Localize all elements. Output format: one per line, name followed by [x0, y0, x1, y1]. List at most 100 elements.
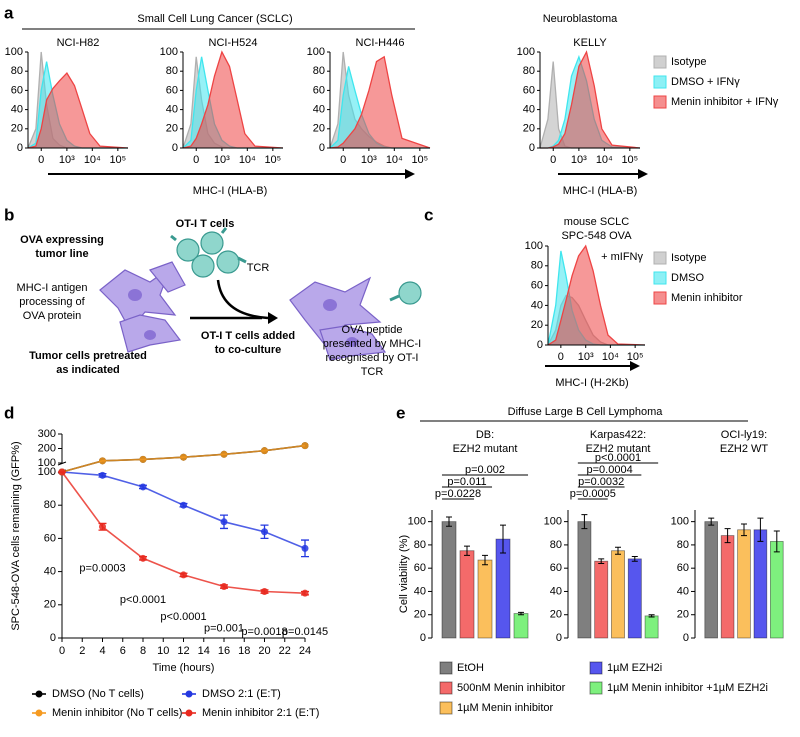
y-tick-label: 40	[550, 585, 562, 597]
point	[220, 518, 228, 526]
bar	[737, 529, 751, 639]
error-bar	[598, 558, 605, 565]
point	[261, 528, 268, 536]
chart-title: OCI-ly19:	[721, 429, 767, 441]
x-tick-label: 10⁴	[596, 154, 613, 166]
histogram-line	[27, 72, 129, 149]
legend-label: Menin inhibitor 2:1 (E:T)	[202, 707, 319, 719]
p-value: p<0.0001	[160, 611, 206, 623]
histogram-fill	[330, 56, 430, 148]
arrow-head	[405, 169, 415, 179]
bar	[513, 613, 529, 639]
y-tick-label: 0	[556, 632, 562, 644]
histogram-fill	[548, 246, 645, 345]
point	[301, 589, 309, 597]
legend-swatch	[653, 75, 667, 89]
bar	[459, 550, 475, 639]
histogram-fill	[540, 52, 640, 148]
y-tick-label: 0	[537, 339, 543, 351]
diagram: OVA expressing tumor line MHC-I antigen …	[17, 218, 422, 378]
histogram-line	[540, 50, 641, 149]
x-tick-label: 10⁴	[84, 154, 101, 166]
p-value: p=0.011	[447, 476, 486, 488]
legend-label: Menin inhibitor (No T cells)	[52, 707, 182, 719]
nuclei	[128, 289, 358, 347]
y-tick-label: 100	[408, 516, 426, 528]
legend-label: 500nM Menin inhibitor	[457, 682, 566, 694]
y-tick-label: 40	[11, 104, 23, 116]
series-line	[61, 471, 306, 550]
y-tick-label: 60	[166, 84, 178, 96]
bar	[644, 615, 659, 639]
arrow	[216, 279, 269, 320]
legend-swatch	[653, 95, 667, 109]
error-bar	[773, 530, 780, 553]
legend-swatch	[653, 291, 667, 305]
arrow-head	[630, 361, 640, 371]
x-tick-label: 22	[279, 645, 291, 657]
x-tick-label: 14	[198, 645, 210, 657]
chart-title: NCI-H446	[356, 37, 405, 49]
diagram-label: tumor line	[35, 248, 88, 260]
point	[301, 442, 309, 450]
y-tick-label: 80	[531, 260, 543, 272]
x-tick-label: 0	[550, 154, 556, 166]
diagram-label: TCR	[361, 366, 384, 378]
chart-title: NCI-H82	[57, 37, 100, 49]
y-tick-label: 100	[38, 466, 56, 478]
diagram-label: Tumor cells pretreated	[29, 350, 147, 362]
x-tick-label: 10⁵	[264, 154, 281, 166]
legend-label: Menin inhibitor + IFNγ	[671, 96, 779, 108]
x-tick-label: 0	[38, 154, 44, 166]
x-tick-label: 10⁵	[109, 154, 126, 166]
y-tick-label: 60	[523, 84, 535, 96]
bar	[441, 521, 457, 639]
diagram-label: presented by MHC-I	[323, 338, 421, 350]
error-bar	[741, 523, 747, 537]
group-title: Small Cell Lung Cancer (SCLC)	[137, 13, 292, 25]
arrow-head	[638, 169, 648, 179]
y-tick-label: 200	[38, 442, 56, 454]
diagram-label: OVA peptide	[342, 324, 403, 336]
x-tick-label: 10³	[361, 154, 377, 166]
y-tick-label: 0	[50, 632, 56, 644]
p-value: p<0.0001	[595, 452, 641, 464]
panel-label: e	[396, 403, 405, 422]
y-tick-label: 0	[319, 142, 325, 154]
diagram-label: to co-culture	[215, 344, 282, 356]
error-bar	[446, 516, 452, 527]
legend-swatch	[653, 55, 667, 69]
histogram-line	[329, 55, 431, 149]
legend-swatch	[653, 271, 667, 285]
bar	[720, 535, 735, 639]
legend-swatch	[439, 681, 453, 695]
point	[99, 457, 106, 465]
y-tick-label: 0	[172, 142, 178, 154]
y-tick-label: 40	[44, 566, 56, 578]
y-tick-label: 100	[160, 46, 178, 58]
legend-label: Isotype	[671, 252, 706, 264]
y-tick-label: 40	[531, 299, 543, 311]
legend-label: DMSO	[671, 272, 704, 284]
histogram-line	[182, 50, 284, 149]
chart-title: DB:	[476, 429, 494, 441]
legend-swatch	[589, 661, 603, 675]
panel-label: b	[4, 205, 14, 224]
x-tick-label: 10³	[214, 154, 230, 166]
error-bar	[500, 524, 506, 554]
point	[180, 571, 187, 579]
p-value: p=0.0032	[578, 476, 624, 488]
chart-title: Karpas422:	[590, 429, 646, 441]
y-tick-label: 60	[11, 84, 23, 96]
diagram-label: OT-I T cells added	[201, 330, 295, 342]
point	[99, 471, 106, 479]
error-bar	[708, 517, 715, 526]
chart-title: NCI-H524	[209, 37, 258, 49]
tcr	[170, 227, 400, 302]
point	[220, 583, 228, 591]
legend-label: 1µM Menin inhibitor +1µM EZH2i	[607, 682, 768, 694]
histogram-fill	[540, 61, 640, 148]
x-tick-label: 0	[340, 154, 346, 166]
x-axis-label: MHC-I (H-2Kb)	[555, 377, 628, 389]
x-tick-label: 0	[59, 645, 65, 657]
